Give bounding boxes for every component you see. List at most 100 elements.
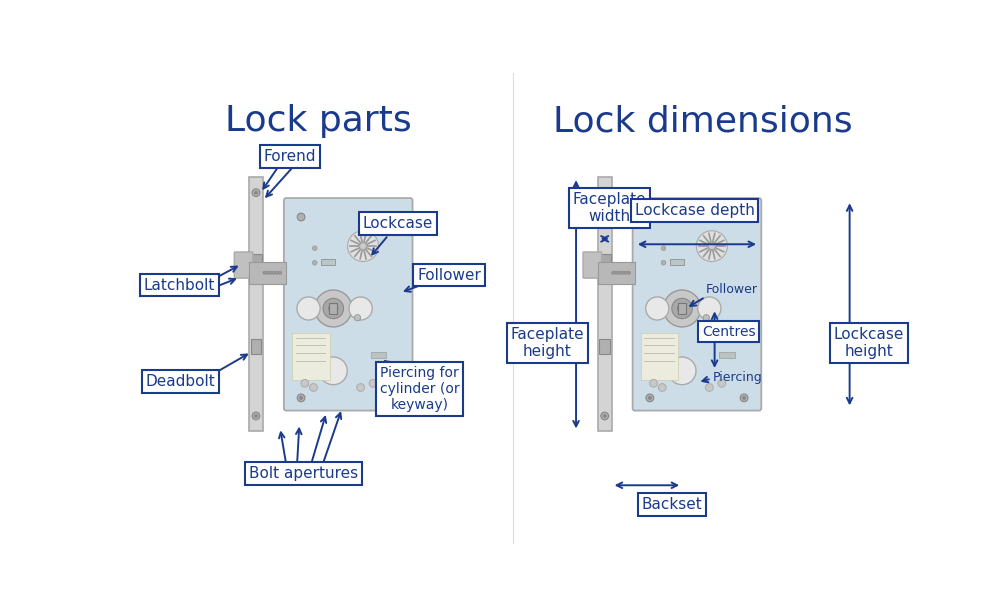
Circle shape — [743, 397, 746, 400]
FancyBboxPatch shape — [234, 252, 253, 278]
Circle shape — [696, 231, 727, 262]
Circle shape — [272, 271, 275, 274]
Text: Backset: Backset — [642, 497, 703, 512]
FancyBboxPatch shape — [599, 254, 611, 276]
Circle shape — [300, 397, 303, 400]
Circle shape — [668, 357, 696, 385]
FancyBboxPatch shape — [284, 198, 413, 411]
Circle shape — [621, 271, 624, 274]
Circle shape — [624, 271, 627, 274]
FancyBboxPatch shape — [329, 303, 337, 314]
Circle shape — [252, 189, 260, 197]
FancyBboxPatch shape — [670, 258, 684, 265]
Circle shape — [646, 213, 654, 221]
FancyBboxPatch shape — [371, 352, 386, 358]
Circle shape — [329, 304, 338, 313]
Circle shape — [252, 412, 260, 420]
Text: Lockcase: Lockcase — [363, 216, 433, 231]
Circle shape — [736, 213, 744, 221]
Text: Faceplate
width: Faceplate width — [573, 192, 646, 224]
Circle shape — [266, 271, 269, 274]
Circle shape — [618, 271, 621, 274]
Circle shape — [348, 231, 379, 262]
Text: Lock parts: Lock parts — [225, 104, 412, 138]
Circle shape — [650, 379, 657, 387]
Circle shape — [388, 213, 395, 221]
Circle shape — [709, 243, 715, 249]
FancyBboxPatch shape — [641, 334, 678, 379]
Circle shape — [297, 213, 305, 221]
Circle shape — [627, 271, 630, 274]
FancyBboxPatch shape — [251, 339, 261, 354]
Text: Deadbolt: Deadbolt — [146, 374, 216, 389]
Circle shape — [658, 384, 666, 391]
Circle shape — [312, 260, 317, 265]
Text: Latchbolt: Latchbolt — [144, 277, 215, 293]
Circle shape — [603, 191, 606, 194]
Circle shape — [603, 414, 606, 417]
Text: Lock dimensions: Lock dimensions — [553, 104, 852, 138]
Circle shape — [319, 357, 347, 385]
Circle shape — [677, 304, 687, 313]
Circle shape — [718, 379, 726, 387]
Circle shape — [349, 297, 372, 320]
Text: Lockcase depth: Lockcase depth — [635, 203, 755, 218]
Circle shape — [648, 397, 651, 400]
Circle shape — [369, 379, 377, 387]
Text: Centres: Centres — [702, 324, 755, 338]
FancyBboxPatch shape — [633, 198, 761, 411]
Text: Follower: Follower — [705, 283, 757, 296]
Circle shape — [646, 394, 654, 401]
Circle shape — [312, 246, 317, 251]
Circle shape — [323, 298, 344, 319]
Circle shape — [705, 384, 713, 391]
Circle shape — [354, 315, 361, 321]
Circle shape — [278, 271, 282, 274]
FancyBboxPatch shape — [599, 339, 610, 354]
Circle shape — [310, 384, 317, 391]
FancyBboxPatch shape — [583, 252, 602, 278]
Text: Piercing for
cylinder (or
keyway): Piercing for cylinder (or keyway) — [380, 366, 459, 412]
Circle shape — [254, 191, 258, 194]
Circle shape — [357, 384, 364, 391]
FancyBboxPatch shape — [719, 352, 735, 358]
Circle shape — [661, 246, 666, 251]
Circle shape — [390, 216, 393, 219]
Circle shape — [297, 394, 305, 401]
Circle shape — [269, 271, 272, 274]
Text: Piercing: Piercing — [713, 370, 763, 384]
Circle shape — [301, 379, 309, 387]
FancyBboxPatch shape — [250, 254, 262, 276]
Circle shape — [661, 260, 666, 265]
Text: Bolt apertures: Bolt apertures — [249, 466, 358, 481]
Text: Follower: Follower — [417, 268, 481, 282]
Circle shape — [315, 290, 352, 327]
Circle shape — [601, 189, 609, 197]
Circle shape — [615, 271, 618, 274]
Circle shape — [703, 315, 709, 321]
FancyBboxPatch shape — [678, 303, 686, 314]
Circle shape — [612, 271, 615, 274]
FancyBboxPatch shape — [598, 177, 612, 431]
Circle shape — [739, 216, 742, 219]
Circle shape — [672, 298, 692, 319]
Text: Faceplate
height: Faceplate height — [511, 327, 584, 359]
Text: Forend: Forend — [264, 149, 316, 164]
Circle shape — [698, 297, 721, 320]
Circle shape — [297, 297, 320, 320]
Circle shape — [391, 394, 399, 401]
Circle shape — [740, 394, 748, 401]
Text: Lockcase
height: Lockcase height — [834, 327, 904, 359]
FancyBboxPatch shape — [249, 262, 286, 284]
Circle shape — [360, 243, 366, 249]
Circle shape — [254, 414, 258, 417]
Circle shape — [263, 271, 266, 274]
FancyBboxPatch shape — [321, 258, 335, 265]
FancyBboxPatch shape — [292, 334, 330, 379]
Circle shape — [646, 297, 669, 320]
FancyBboxPatch shape — [249, 177, 263, 431]
Circle shape — [663, 290, 701, 327]
Circle shape — [601, 412, 609, 420]
Circle shape — [394, 397, 397, 400]
Circle shape — [275, 271, 278, 274]
